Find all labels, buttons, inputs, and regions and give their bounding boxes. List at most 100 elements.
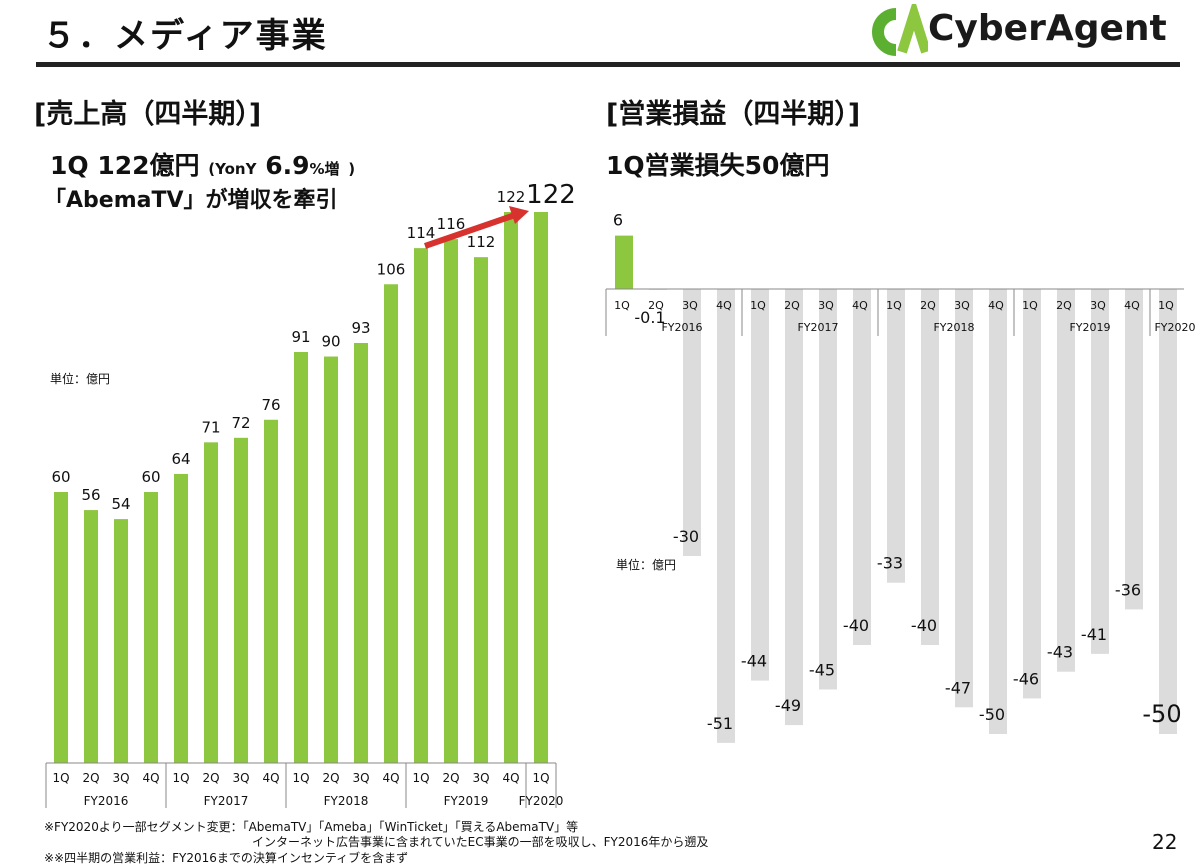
profit-data-label: -40 — [843, 616, 869, 635]
sales-subheadline: 「AbemaTV」が増収を牽引 — [44, 188, 338, 213]
profit-data-label: -46 — [1013, 669, 1039, 688]
profit-data-label: -43 — [1047, 643, 1073, 662]
title-divider — [36, 62, 1180, 67]
profit-data-label: -40 — [911, 616, 937, 635]
profit-data-label: -41 — [1081, 625, 1107, 644]
sales-tick-label: 4Q — [382, 771, 399, 785]
cyberagent-logo: CyberAgent — [864, 4, 1184, 60]
sales-tick-label: 2Q — [322, 771, 339, 785]
profit-bar — [1159, 289, 1177, 734]
sales-bar — [474, 257, 488, 763]
profit-tick-label: 4Q — [988, 299, 1004, 312]
sales-bar — [354, 342, 368, 763]
profit-data-label: -36 — [1115, 580, 1141, 599]
profit-data-label: -49 — [775, 696, 801, 715]
profit-bar — [785, 289, 803, 726]
profit-bar — [989, 289, 1007, 734]
profit-tick-label: 2Q — [784, 299, 800, 312]
sales-tick-label: 1Q — [532, 771, 549, 785]
sales-tick-label: 3Q — [112, 771, 129, 785]
profit-bar — [955, 289, 973, 708]
sales-data-label: 56 — [81, 486, 100, 504]
sales-group-label: FY2018 — [324, 794, 369, 808]
sales-trend-arrowhead — [509, 206, 529, 224]
sales-bar — [294, 352, 308, 763]
profit-tick-label: 4Q — [716, 299, 732, 312]
page-title: ５．メディア事業 — [42, 16, 328, 56]
profit-data-label: -30 — [673, 527, 699, 546]
profit-tick-label: 2Q — [920, 299, 936, 312]
sales-data-label: 72 — [231, 414, 250, 432]
profit-bar — [921, 289, 939, 645]
sales-tick-label: 3Q — [232, 771, 249, 785]
sales-data-label: 93 — [351, 319, 370, 337]
sales-section-title: [売上高（四半期）] — [34, 99, 262, 130]
profit-bar — [819, 289, 837, 690]
sales-data-label: 60 — [51, 468, 70, 486]
sales-group-label: FY2016 — [84, 794, 129, 808]
sales-bar — [504, 212, 518, 763]
sales-trend-arrow — [424, 212, 516, 249]
sales-group-label: FY2017 — [204, 794, 249, 808]
profit-bar — [717, 289, 735, 743]
sales-bar — [534, 212, 548, 763]
sales-tick-label: 4Q — [502, 771, 519, 785]
sales-latest-callout: 122 — [526, 180, 576, 210]
sales-tick-label: 2Q — [82, 771, 99, 785]
profit-unit-label: 単位：億円 — [616, 558, 677, 572]
profit-bar — [683, 289, 701, 556]
sales-headline-yoy-value: 6.9 — [265, 151, 310, 180]
sales-data-label: 112 — [467, 233, 496, 251]
sales-tick-label: 3Q — [352, 771, 369, 785]
profit-bar — [1125, 289, 1143, 610]
sales-bar — [144, 492, 158, 763]
sales-data-label: 90 — [321, 333, 340, 351]
profit-data-label: -0.1 — [634, 308, 665, 327]
sales-bar — [444, 239, 458, 763]
profit-bar — [751, 289, 769, 681]
profit-tick-label: 1Q — [614, 299, 630, 312]
profit-bar — [853, 289, 871, 645]
sales-data-label: 71 — [201, 418, 220, 436]
sales-bar — [204, 442, 218, 763]
logo-text: CyberAgent — [928, 8, 1167, 49]
sales-bar — [174, 473, 188, 763]
sales-data-label: 106 — [377, 260, 406, 278]
sales-bar — [54, 492, 68, 763]
sales-tick-label: 1Q — [412, 771, 429, 785]
sales-tick-label: 3Q — [472, 771, 489, 785]
sales-bar — [414, 248, 428, 763]
sales-headline-yoy-suffix: %増 — [309, 160, 340, 178]
profit-tick-label: 1Q — [750, 299, 766, 312]
sales-data-label: 122 — [497, 188, 526, 206]
page-number: 22 — [1152, 830, 1178, 854]
sales-data-label: 91 — [291, 328, 310, 346]
profit-data-label: -33 — [877, 554, 903, 573]
sales-headline: 1Q 122億円 (YonY 6.9%増 ) — [50, 146, 355, 182]
sales-unit-label: 単位：億円 — [50, 372, 111, 386]
sales-headline-quarter: 1Q — [50, 151, 89, 180]
footnote-1: ※FY2020より一部セグメント変更：「AbemaTV」「Ameba」「WinT… — [44, 820, 579, 834]
sales-data-label: 64 — [171, 450, 190, 468]
sales-tick-label: 1Q — [292, 771, 309, 785]
sales-bar — [234, 437, 248, 763]
sales-data-label: 60 — [141, 468, 160, 486]
profit-bar — [1091, 289, 1109, 654]
logo-mark-icon — [872, 4, 928, 56]
profit-data-label: -51 — [707, 714, 733, 733]
profit-tick-label: 2Q — [1056, 299, 1072, 312]
sales-bar — [84, 510, 98, 763]
profit-data-label: -50 — [1142, 700, 1181, 728]
sales-bar — [114, 519, 128, 763]
profit-tick-label: 2Q — [648, 299, 664, 312]
sales-bar — [264, 419, 278, 763]
sales-headline-close: ) — [348, 160, 356, 178]
profit-data-label: -45 — [809, 661, 835, 680]
sales-data-label: 114 — [407, 224, 436, 242]
profit-bar — [1023, 289, 1041, 699]
sales-bar — [324, 356, 338, 763]
profit-group-label: FY2020 — [1154, 321, 1195, 334]
sales-tick-label: 2Q — [202, 771, 219, 785]
